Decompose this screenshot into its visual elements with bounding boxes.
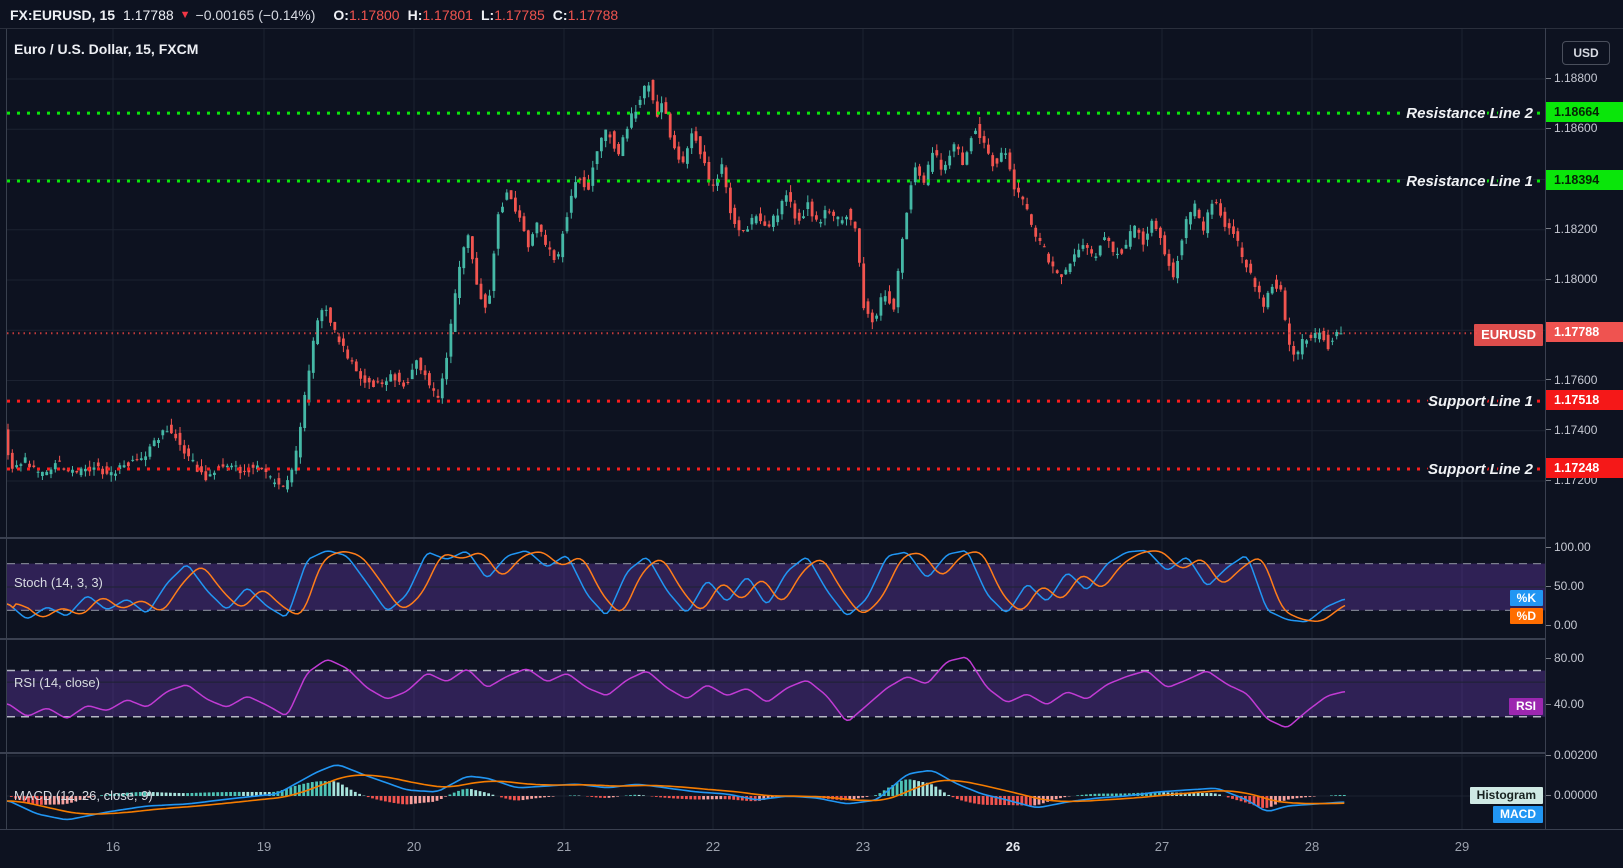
time-tick-label: 16 bbox=[105, 839, 121, 854]
pane-separator[interactable] bbox=[0, 752, 1545, 754]
price-tick-label: 1.18600 bbox=[1554, 121, 1598, 136]
stoch-legend-title[interactable]: Stoch (14, 3, 3) bbox=[14, 575, 103, 590]
axis-tick-mark bbox=[1546, 379, 1551, 380]
axis-tick-mark bbox=[1546, 479, 1551, 481]
time-tick-label: 20 bbox=[406, 839, 422, 854]
time-tick-label: 22 bbox=[705, 839, 721, 854]
symbol-info-bar: FX:EURUSD, 15 1.17788 ▼ −0.00165 (−0.14%… bbox=[0, 0, 1623, 30]
price-level-label: 1.17248 bbox=[1546, 457, 1623, 478]
price-tick-label: 1.18200 bbox=[1554, 221, 1598, 236]
axis-tick-mark bbox=[1546, 127, 1551, 129]
stoch-tick-label: 100.00 bbox=[1554, 540, 1591, 554]
price-tick-label: 1.17400 bbox=[1554, 422, 1598, 437]
macd-legend-title[interactable]: MACD (12, 26, close, 9) bbox=[14, 788, 153, 803]
time-tick-label: 29 bbox=[1454, 839, 1470, 854]
rsi-legend-title[interactable]: RSI (14, close) bbox=[14, 675, 100, 690]
time-tick-label: 21 bbox=[556, 839, 572, 854]
ohlc-key: H: bbox=[407, 7, 423, 23]
chart-canvas[interactable]: Resistance Line 2 Resistance Line 1 Suppor… bbox=[7, 29, 1545, 830]
pane-separator[interactable] bbox=[0, 638, 1545, 640]
axis-tick-mark bbox=[1546, 546, 1551, 548]
ohlc-key: O: bbox=[333, 7, 349, 23]
currency-toggle-button[interactable]: USD bbox=[1562, 41, 1610, 65]
ohlc-values: O: 1.17800 H: 1.17801 L: 1.17785 C: 1.17788 bbox=[325, 7, 618, 23]
ohlc-value: 1.17785 bbox=[494, 7, 545, 23]
ohlc-value: 1.17801 bbox=[422, 7, 473, 23]
axis-tick-mark bbox=[1546, 703, 1551, 705]
price-level-label: 1.18394 bbox=[1546, 170, 1623, 190]
stoch-k-tag: %K bbox=[1509, 590, 1543, 606]
axis-tick-mark bbox=[1546, 754, 1551, 756]
ohlc-key: C: bbox=[552, 7, 568, 23]
ohlc-key: L: bbox=[480, 7, 495, 23]
chart-legend-title[interactable]: Euro / U.S. Dollar, 15, FXCM bbox=[14, 41, 199, 57]
axis-tick-mark bbox=[1546, 657, 1551, 659]
time-tick-label: 28 bbox=[1304, 839, 1320, 854]
price-tick-label: 1.17600 bbox=[1554, 372, 1598, 387]
price-level-label: 1.18664 bbox=[1546, 102, 1623, 123]
stoch-tick-label: 50.00 bbox=[1554, 579, 1585, 593]
ohlc-value: 1.17788 bbox=[567, 7, 619, 23]
price-axis[interactable]: USD 1.188001.186001.184001.182001.180001… bbox=[1545, 28, 1623, 829]
rsi-tag: RSI bbox=[1508, 698, 1543, 715]
axis-tick-mark bbox=[1546, 429, 1551, 431]
price-tick-label: 1.18800 bbox=[1554, 71, 1598, 85]
axis-tick-mark bbox=[1546, 624, 1551, 626]
time-tick-label: 23 bbox=[855, 839, 871, 854]
price-level-label: 1.17518 bbox=[1546, 390, 1623, 411]
stoch-tick-label: 0.00 bbox=[1554, 618, 1578, 632]
axis-tick-mark bbox=[1546, 794, 1551, 796]
macd-histogram-tag: Histogram bbox=[1469, 787, 1543, 804]
level-label[interactable]: Resistance Line 1 bbox=[1404, 171, 1535, 192]
macd-tick-label: 0.00200 bbox=[1554, 748, 1598, 762]
chart-area[interactable]: Resistance Line 2 Resistance Line 1 Suppor… bbox=[0, 28, 1623, 830]
price-tick-label: 1.18000 bbox=[1554, 272, 1598, 286]
time-tick-label: 27 bbox=[1154, 839, 1170, 854]
time-tick-label: 19 bbox=[256, 839, 272, 854]
symbol-name[interactable]: FX:EURUSD, 15 bbox=[10, 7, 116, 23]
symbol-price-tag: EURUSD bbox=[1474, 324, 1543, 346]
pane-separator[interactable] bbox=[0, 537, 1545, 539]
axis-tick-mark bbox=[1546, 77, 1551, 79]
time-tick-label: 26 bbox=[1005, 839, 1021, 854]
price-level-label: 1.17788 bbox=[1546, 322, 1623, 343]
rsi-tick-label: 80.00 bbox=[1554, 651, 1585, 665]
level-label[interactable]: Support Line 2 bbox=[1426, 459, 1536, 480]
macd-tick-label: 0.00000 bbox=[1554, 788, 1598, 802]
level-label[interactable]: Resistance Line 2 bbox=[1404, 103, 1535, 124]
price-down-icon: ▼ bbox=[179, 9, 191, 21]
axis-tick-mark bbox=[1546, 585, 1551, 587]
ohlc-value: 1.17800 bbox=[348, 7, 400, 23]
plot-left-border bbox=[6, 29, 7, 830]
time-axis[interactable]: 16 19 20 21 22 23 26 27 28 29 bbox=[0, 829, 1623, 868]
last-price: 1.17788 bbox=[123, 7, 174, 23]
axis-tick-mark bbox=[1546, 228, 1551, 230]
price-change: −0.00165 (−0.14%) bbox=[195, 7, 316, 23]
macd-line-tag: MACD bbox=[1493, 806, 1543, 823]
rsi-tick-label: 40.00 bbox=[1554, 697, 1585, 712]
level-label[interactable]: Support Line 1 bbox=[1426, 391, 1535, 412]
axis-tick-mark bbox=[1546, 278, 1551, 280]
stoch-d-tag: %D bbox=[1509, 608, 1543, 624]
